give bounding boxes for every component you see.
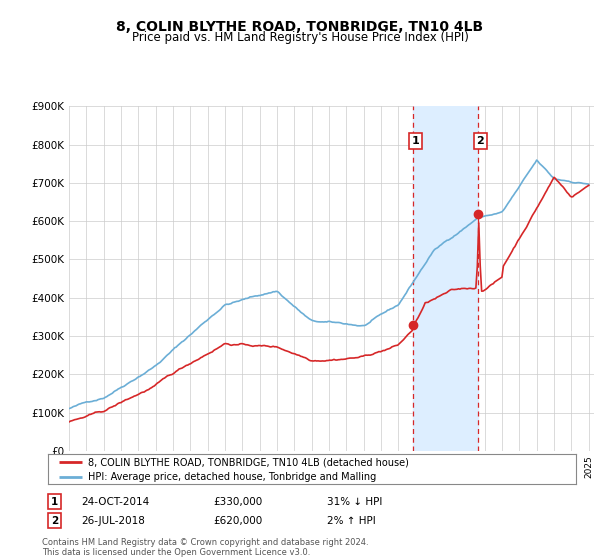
Text: 1: 1 [412, 136, 419, 146]
Bar [413, 106, 478, 451]
Text: 31% ↓ HPI: 31% ↓ HPI [327, 497, 382, 507]
Text: 24-OCT-2014: 24-OCT-2014 [81, 497, 149, 507]
Text: 2: 2 [51, 516, 58, 526]
Text: 8, COLIN BLYTHE ROAD, TONBRIDGE, TN10 4LB: 8, COLIN BLYTHE ROAD, TONBRIDGE, TN10 4L… [116, 20, 484, 34]
Text: Price paid vs. HM Land Registry's House Price Index (HPI): Price paid vs. HM Land Registry's House … [131, 31, 469, 44]
Text: 2% ↑ HPI: 2% ↑ HPI [327, 516, 376, 526]
Text: 26-JUL-2018: 26-JUL-2018 [81, 516, 145, 526]
Text: £620,000: £620,000 [213, 516, 262, 526]
Text: 8, COLIN BLYTHE ROAD, TONBRIDGE, TN10 4LB (detached house): 8, COLIN BLYTHE ROAD, TONBRIDGE, TN10 4L… [88, 457, 409, 467]
Text: 1: 1 [51, 497, 58, 507]
Text: Contains HM Land Registry data © Crown copyright and database right 2024.
This d: Contains HM Land Registry data © Crown c… [42, 538, 368, 557]
Text: HPI: Average price, detached house, Tonbridge and Malling: HPI: Average price, detached house, Tonb… [88, 472, 376, 482]
Text: 2: 2 [476, 136, 484, 146]
Text: £330,000: £330,000 [213, 497, 262, 507]
